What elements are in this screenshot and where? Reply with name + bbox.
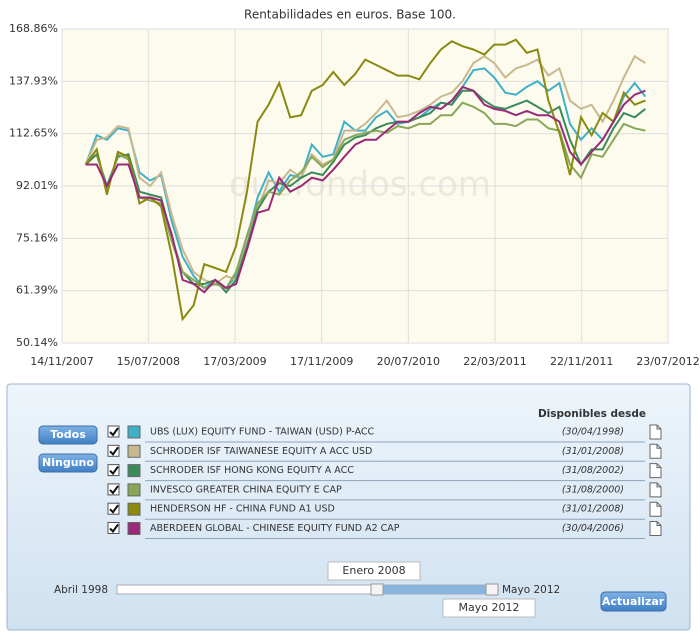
chart-title: Rentabilidades en euros. Base 100. (244, 8, 456, 22)
legend-label: HENDERSON HF - CHINA FUND A1 USD (150, 504, 335, 515)
button[interactable] (38, 425, 98, 445)
since-date: (31/08/2000) (562, 484, 624, 495)
x-tick-label: 17/03/2009 (203, 355, 266, 368)
y-tick-label: 168.86% (9, 22, 58, 35)
legend-swatch (127, 483, 141, 497)
y-tick-label: 61.39% (16, 284, 58, 297)
button[interactable] (38, 453, 98, 473)
legend-swatch (127, 444, 141, 458)
y-tick-label: 75.16% (16, 231, 58, 244)
document-icon[interactable] (649, 501, 662, 517)
document-icon[interactable] (649, 482, 662, 498)
legend-swatch (127, 502, 141, 516)
series-line (84, 67, 647, 290)
document-icon[interactable] (649, 424, 662, 440)
control-panel (6, 383, 691, 631)
checkbox[interactable] (107, 444, 120, 457)
checkmark[interactable] (109, 466, 119, 476)
x-tick-label: 15/07/2008 (117, 355, 180, 368)
legend-label: SCHRODER ISF HONG KONG EQUITY A ACC (150, 465, 354, 476)
slider-from-box (327, 561, 421, 581)
series-line (84, 54, 646, 286)
legend-label: UBS (LUX) EQUITY FUND - TAIWAN (USD) P-A… (150, 427, 375, 438)
x-tick-label: 22/03/2011 (463, 355, 526, 368)
legend-label: INVESCO GREATER CHINA EQUITY E CAP (150, 484, 342, 495)
since-date: (31/01/2008) (562, 446, 624, 457)
since-date: (31/01/2008) (562, 504, 624, 515)
button-label[interactable]: Actualizar (602, 595, 665, 608)
slider-handle[interactable] (370, 583, 384, 596)
checkmark[interactable] (109, 504, 119, 514)
slider-max: Mayo 2012 (502, 584, 560, 596)
checkmark[interactable] (109, 427, 119, 437)
x-tick-label: 23/07/2012 (636, 355, 699, 368)
document-icon[interactable] (649, 521, 662, 536)
x-tick-label: 17/11/2009 (290, 355, 353, 368)
legend-swatch (127, 425, 141, 439)
slider-handle[interactable] (485, 583, 499, 596)
x-tick-label: 20/07/2010 (377, 355, 440, 368)
button-label[interactable]: Todos (50, 428, 86, 441)
x-tick-label: 22/11/2011 (550, 355, 613, 368)
checkmark[interactable] (109, 485, 119, 495)
checkbox[interactable] (107, 522, 120, 534)
y-tick-label: 137.93% (9, 74, 58, 87)
slider-range[interactable] (383, 585, 486, 594)
checkmark[interactable] (109, 523, 119, 534)
checkbox[interactable] (107, 425, 120, 438)
y-tick-label: 112.65% (9, 127, 58, 140)
slider-to: Mayo 2012 (459, 601, 520, 614)
watermark: quefondos.com (229, 165, 491, 205)
since-date: (30/04/2006) (562, 523, 624, 534)
legend-label: SCHRODER ISF TAIWANESE EQUITY A ACC USD (150, 446, 372, 457)
checkmark[interactable] (109, 446, 119, 456)
slider-to-box (442, 598, 536, 618)
y-tick-label: 50.14% (16, 336, 58, 349)
slider-min: Abril 1998 (54, 584, 108, 596)
checkbox[interactable] (107, 502, 120, 515)
checkbox[interactable] (107, 483, 120, 496)
slider-from: Enero 2008 (342, 564, 405, 577)
series-line (84, 38, 646, 322)
x-tick-label: 14/11/2007 (30, 355, 93, 368)
button[interactable] (600, 591, 667, 612)
document-icon[interactable] (649, 443, 662, 459)
series-line (85, 85, 646, 294)
since-date: (30/04/1998) (562, 427, 624, 438)
button-label[interactable]: Ninguno (42, 456, 94, 469)
legend-swatch (127, 522, 141, 535)
y-tick-label: 92.01% (16, 179, 58, 192)
legend-label: ABERDEEN GLOBAL - CHINESE EQUITY FUND A2… (150, 523, 400, 534)
legend-swatch (127, 464, 141, 478)
column-header: Disponibles desde (538, 408, 646, 420)
document-icon[interactable] (649, 463, 662, 479)
checkbox[interactable] (107, 464, 120, 477)
since-date: (31/08/2002) (562, 465, 624, 476)
